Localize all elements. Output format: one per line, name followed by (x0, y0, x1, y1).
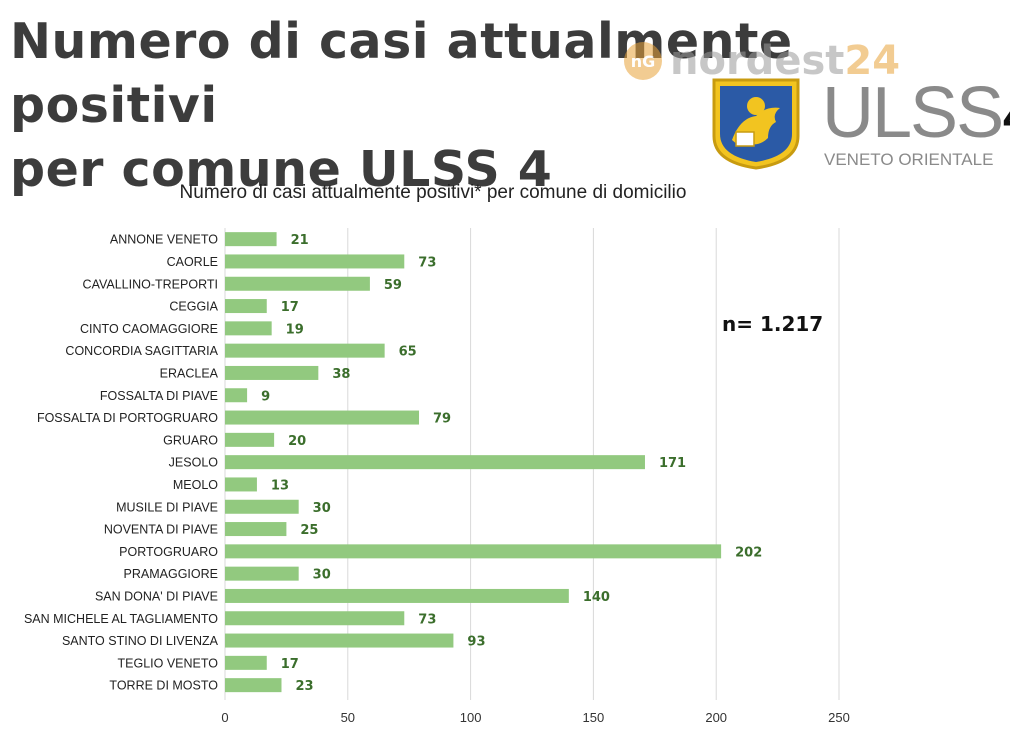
page-title: Numero di casi attualmente positivi per … (10, 10, 1010, 202)
x-tick-label: 100 (460, 710, 482, 725)
bar (225, 499, 299, 514)
bar (225, 432, 275, 447)
bar (225, 388, 248, 403)
total-count-annotation: n= 1.217 (722, 312, 824, 336)
value-label: 65 (399, 345, 417, 360)
x-tick-label: 150 (583, 710, 605, 725)
value-label: 59 (384, 278, 402, 293)
value-label: 140 (583, 590, 610, 605)
category-label: SAN MICHELE AL TAGLIAMENTO (24, 612, 218, 626)
category-label: CINTO CAOMAGGIORE (80, 322, 218, 336)
category-label: JESOLO (169, 456, 219, 470)
category-label: NOVENTA DI PIAVE (104, 523, 218, 537)
category-label: FOSSALTA DI PIAVE (100, 389, 218, 403)
bar (225, 343, 385, 358)
bar (225, 455, 645, 470)
value-label: 17 (281, 300, 299, 315)
watermark-number: 24 (844, 38, 901, 84)
category-label: PORTOGRUARO (119, 545, 218, 559)
bar (225, 410, 420, 425)
value-label: 79 (433, 412, 451, 427)
bar (225, 365, 319, 380)
category-label: CAVALLINO-TREPORTI (83, 277, 218, 291)
lion-of-saint-mark-shield-icon (712, 78, 800, 170)
category-label: CONCORDIA SAGITTARIA (65, 344, 218, 358)
value-label: 21 (291, 233, 309, 248)
page-title-line-1: Numero di casi attualmente positivi (10, 13, 793, 134)
bar (225, 588, 569, 603)
value-label: 30 (313, 568, 331, 583)
value-label: 13 (271, 478, 289, 493)
bar (225, 232, 277, 247)
value-label: 73 (418, 612, 436, 627)
category-label: GRUARO (163, 433, 218, 447)
x-tick-label: 0 (221, 710, 228, 725)
page-title-line-2: per comune ULSS 4 (10, 141, 553, 198)
value-label: 23 (295, 679, 313, 694)
category-label: TORRE DI MOSTO (109, 679, 218, 693)
x-tick-label: 200 (705, 710, 727, 725)
x-tick-label: 50 (341, 710, 355, 725)
chart-title: Numero di casi attualmente positivi* per… (179, 182, 687, 203)
value-label: 93 (467, 635, 485, 650)
ulss-number: 4 (1002, 73, 1010, 153)
category-label: CEGGIA (169, 300, 218, 314)
category-label: SANTO STINO DI LIVENZA (62, 634, 219, 648)
category-label: TEGLIO VENETO (118, 656, 219, 670)
category-label: MEOLO (173, 478, 218, 492)
category-label: MUSILE DI PIAVE (116, 500, 218, 514)
watermark: nG nordest24 (624, 38, 900, 84)
value-label: 17 (281, 657, 299, 672)
value-label: 25 (300, 523, 318, 538)
ulss-text: ULSS (822, 73, 1004, 153)
watermark-text: nordest24 (670, 38, 900, 84)
bar (225, 655, 267, 670)
bar (225, 477, 257, 492)
value-label: 19 (286, 322, 304, 337)
value-label: 9 (261, 389, 270, 404)
bar (225, 321, 272, 336)
value-label: 202 (735, 545, 762, 560)
ulss-subtitle: VENETO ORIENTALE (824, 150, 994, 169)
bar (225, 633, 454, 648)
value-label: 20 (288, 434, 306, 449)
category-label: SAN DONA' DI PIAVE (95, 589, 218, 603)
value-label: 38 (332, 367, 350, 382)
bar (225, 522, 287, 537)
value-label: 30 (313, 501, 331, 516)
category-label: ANNONE VENETO (110, 233, 218, 247)
value-label: 171 (659, 456, 686, 471)
nordest-logo-icon: nG (624, 42, 662, 80)
category-label: ERACLEA (160, 366, 219, 380)
bar (225, 678, 282, 693)
category-label: CAORLE (167, 255, 218, 269)
bar (225, 611, 405, 626)
bar (225, 254, 405, 269)
value-label: 73 (418, 255, 436, 270)
watermark-word: nordest (670, 38, 845, 84)
bar (225, 276, 370, 291)
x-tick-label: 250 (828, 710, 850, 725)
bar (225, 566, 299, 581)
category-label: FOSSALTA DI PORTOGRUARO (37, 411, 218, 425)
bar (225, 299, 267, 314)
category-label: PRAMAGGIORE (124, 567, 218, 581)
bar (225, 544, 722, 559)
